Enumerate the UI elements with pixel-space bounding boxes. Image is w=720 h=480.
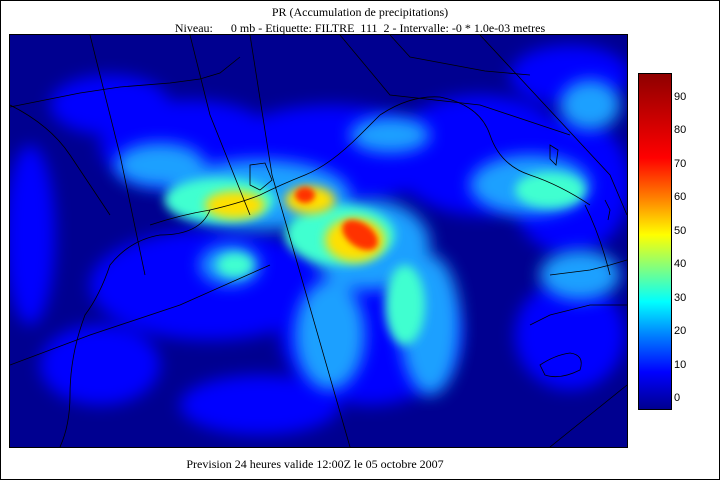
precipitation-map	[9, 34, 628, 448]
colorbar-tick-label: 30	[674, 292, 687, 304]
map-title: PR (Accumulation de precipitations)	[271, 5, 449, 19]
forecast-footer: Prevision 24 heures valide 12:00Z le 05 …	[186, 457, 444, 471]
precip-field-max	[295, 187, 378, 251]
colorbar-tick-label: 20	[674, 325, 687, 337]
map-subtitle: Niveau: 0 mb - Etiquette: FILTRE 111 2 -…	[174, 21, 546, 35]
colorbar-tick-label: 50	[674, 225, 687, 237]
colorbar-tick-label: 70	[674, 158, 687, 170]
colorbar-tick-label: 40	[674, 258, 687, 270]
colorbar-tick-label: 10	[674, 359, 687, 371]
colorbar-tick-label: 80	[674, 124, 687, 136]
colorbar	[638, 73, 672, 410]
colorbar-tick-label: 60	[674, 191, 687, 203]
colorbar-tick-label: 0	[674, 392, 681, 404]
coastlines	[10, 35, 627, 447]
colorbar-tick-label: 90	[674, 91, 687, 103]
